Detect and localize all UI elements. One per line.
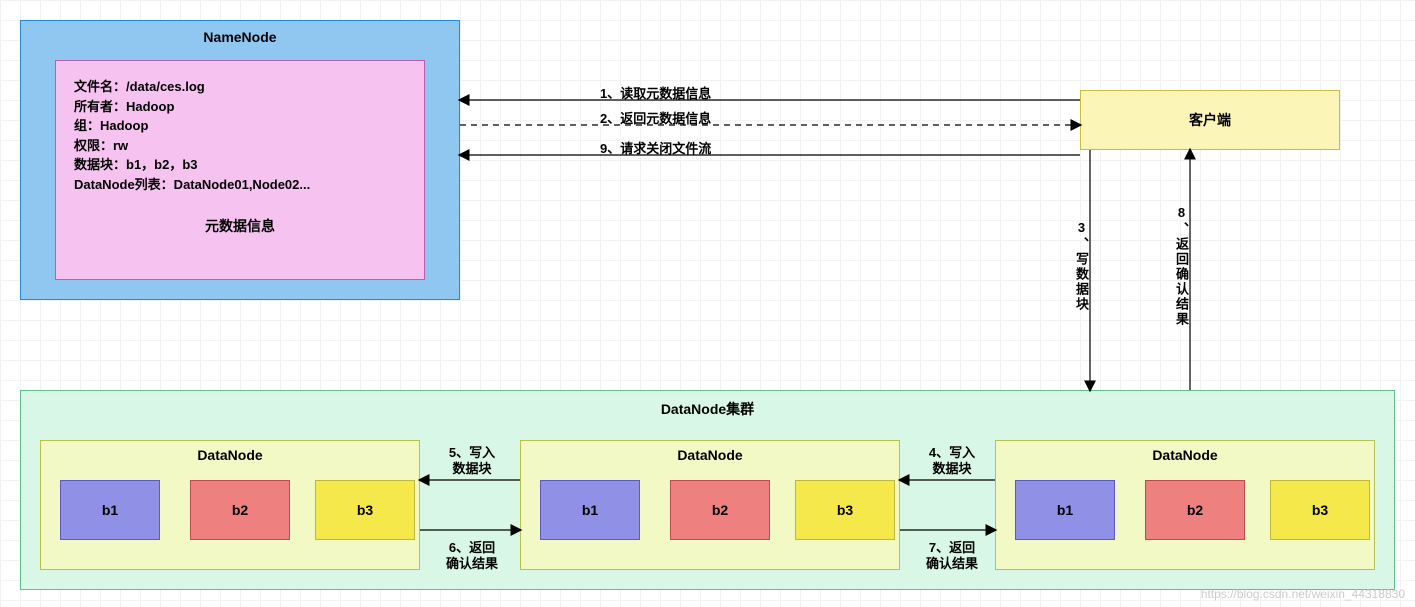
edge-label-7: 7、返回确认结果	[912, 540, 992, 571]
datanode-2-title: DataNode	[996, 447, 1374, 463]
edge-label-1: 1、读取元数据信息	[600, 83, 711, 102]
datanode-2-b3: b3	[1270, 480, 1370, 540]
meta-line-4: 数据块：b1，b2，b3	[74, 155, 406, 175]
edge-label-2: 2、返回元数据信息	[600, 108, 711, 127]
datanode-0-b2: b2	[190, 480, 290, 540]
meta-line-2: 组：Hadoop	[74, 116, 406, 136]
edge-label-9: 9、请求关闭文件流	[600, 138, 711, 157]
edge-label-4: 4、写入数据块	[912, 445, 992, 476]
datanode-0-b1: b1	[60, 480, 160, 540]
meta-footer: 元数据信息	[74, 216, 406, 236]
datanode-2-b1: b1	[1015, 480, 1115, 540]
datanode-1-b3: b3	[795, 480, 895, 540]
datanode-0-title: DataNode	[41, 447, 419, 463]
meta-line-0: 文件名：/data/ces.log	[74, 77, 406, 97]
edge-label-3: 3、写数据块	[1072, 220, 1091, 312]
namenode-metadata-box: 文件名：/data/ces.log 所有者：Hadoop 组：Hadoop 权限…	[55, 60, 425, 280]
meta-line-3: 权限：rw	[74, 136, 406, 156]
datanode-2-b2: b2	[1145, 480, 1245, 540]
datanode-1-title: DataNode	[521, 447, 899, 463]
edge-label-5: 5、写入数据块	[432, 445, 512, 476]
client-label: 客户端	[1189, 110, 1231, 130]
meta-line-1: 所有者：Hadoop	[74, 97, 406, 117]
datanode-1-b1: b1	[540, 480, 640, 540]
cluster-title: DataNode集群	[21, 399, 1394, 419]
edge-label-8: 8、返回确认结果	[1172, 205, 1191, 327]
client-box: 客户端	[1080, 90, 1340, 150]
meta-line-5: DataNode列表：DataNode01,Node02...	[74, 175, 406, 195]
namenode-title: NameNode	[21, 29, 459, 45]
watermark: https://blog.csdn.net/weixin_44318830	[1201, 587, 1405, 601]
datanode-0-b3: b3	[315, 480, 415, 540]
datanode-1-b2: b2	[670, 480, 770, 540]
edge-label-6: 6、返回确认结果	[432, 540, 512, 571]
